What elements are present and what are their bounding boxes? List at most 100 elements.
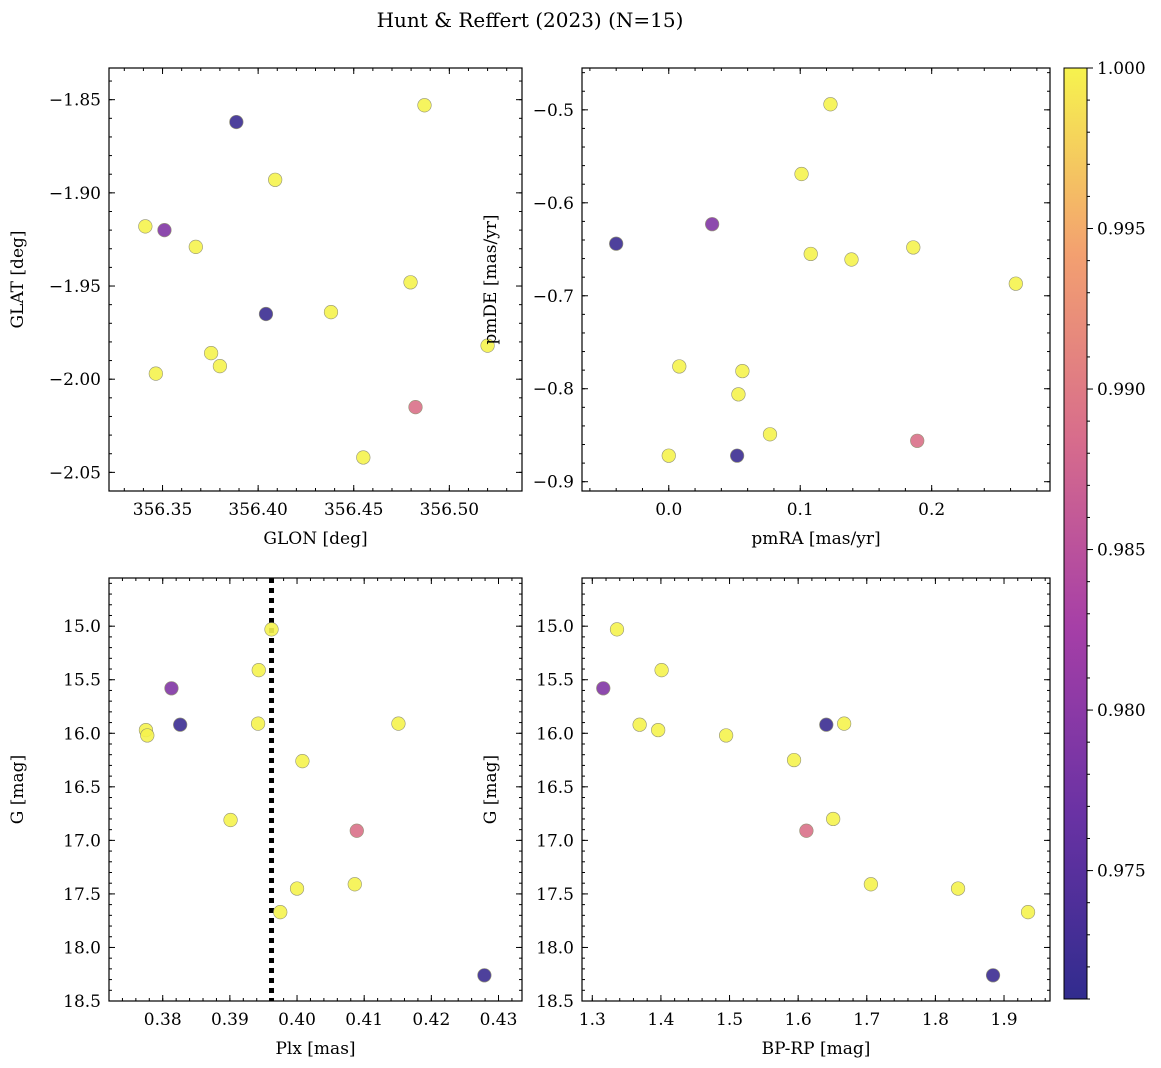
scatter-point [985, 968, 1001, 983]
scatter-point [173, 717, 188, 732]
x-tick-label: 0.2 [918, 500, 945, 520]
scatter-point [157, 223, 172, 238]
scatter-point [138, 219, 153, 234]
scatter-point [609, 236, 624, 251]
x-axis-label: Plx [mas] [275, 1039, 355, 1059]
y-tick-label: −1.85 [49, 91, 101, 111]
y-tick-label: 16.5 [63, 778, 101, 798]
plot-frame [581, 577, 1051, 1002]
scatter-point [731, 387, 746, 402]
y-tick-label: 18.5 [536, 992, 574, 1012]
y-tick-label: −1.95 [49, 277, 101, 297]
x-tick-label: 1.8 [922, 1010, 949, 1030]
x-tick-label: 1.3 [579, 1010, 606, 1030]
y-tick-label: 15.5 [63, 671, 101, 691]
scatter-point [273, 905, 288, 920]
scatter-point [786, 752, 802, 768]
x-tick-label: 1.9 [991, 1010, 1018, 1030]
scatter-point [295, 754, 310, 769]
y-tick-label: 15.0 [536, 617, 574, 637]
x-tick-label: 356.35 [133, 500, 192, 520]
x-axis-label: pmRA [mas/yr] [751, 529, 880, 549]
plot-frame [108, 67, 523, 492]
y-tick-label: −0.8 [533, 380, 574, 400]
colorbar-tick-label: 0.995 [1097, 220, 1146, 240]
scatter-point [188, 239, 203, 254]
y-tick-label: 17.5 [63, 885, 101, 905]
y-tick-label: 18.5 [63, 992, 101, 1012]
y-tick-label: −2.00 [49, 370, 101, 390]
scatter-point [268, 172, 283, 187]
x-axis-label: BP-RP [mag] [762, 1039, 871, 1059]
scatter-point [609, 622, 625, 637]
y-axis-label: G [mag] [481, 755, 501, 824]
scatter-point [803, 246, 818, 262]
scatter-point [1008, 276, 1023, 291]
colorbar-tick-label: 0.990 [1097, 380, 1146, 400]
scatter-point [349, 823, 364, 838]
scatter-point [651, 722, 666, 738]
scatter-point [863, 877, 878, 892]
scatter-point [140, 728, 155, 743]
panel-plx: 0.38 0.39 0.40 0.41 0.42 0.43 15.0 15.5 16.0 16.5… [8, 577, 523, 1059]
scatter-point [735, 363, 750, 379]
scatter-point [705, 217, 720, 232]
x-tick-label: 1.6 [785, 1010, 812, 1030]
scatter-point [1020, 905, 1036, 920]
colorbar-ticks: 0.975 0.980 0.985 0.990 0.995 1.000 [1087, 59, 1146, 1000]
y-tick-label: 17.0 [536, 831, 574, 851]
y-tick-label: 15.0 [63, 617, 101, 637]
y-axis-label: GLAT [deg] [8, 230, 28, 328]
plot-frame [108, 577, 523, 1002]
scatter-point [719, 728, 734, 743]
scatter-point [837, 716, 852, 731]
x-tick-label: 0.0 [655, 500, 682, 520]
scatter-point [819, 717, 834, 732]
scatter-point [258, 306, 274, 322]
panel-pm: 0.0 0.1 0.2 −0.9 −0.8 −0.7 −0.6 −0.5 pmRA [mas/y… [481, 67, 1051, 549]
scatter-point [408, 400, 423, 415]
x-tick-label: 1.5 [716, 1010, 743, 1030]
scatter-point [632, 717, 647, 732]
scatter-point [477, 968, 492, 983]
plot-frame [581, 67, 1051, 492]
panel-pos: 356.35 356.40 356.45 356.50 −2.05 −2.00 −1.95 −… [8, 67, 523, 549]
y-axis-label: G [mag] [8, 755, 28, 824]
panels: 356.35 356.40 356.45 356.50 −2.05 −2.00 −1.95 −… [8, 67, 1051, 1059]
x-tick-label: 0.1 [787, 500, 814, 520]
scatter-point [950, 881, 966, 896]
scatter-point [164, 681, 179, 696]
scatter-point [480, 338, 495, 353]
panel-cmd: 1.3 1.4 1.5 1.6 1.7 1.8 1.9 15.0 15.5 16.0 16.5 17.… [481, 577, 1051, 1059]
colorbar-tick-label: 0.985 [1097, 541, 1146, 561]
y-tick-label: 15.5 [536, 671, 574, 691]
scatter-point [654, 662, 669, 678]
x-tick-label: 0.38 [144, 1010, 182, 1030]
figure-title: Hunt & Reffert (2023) (N=15) [377, 8, 684, 32]
x-tick-label: 0.41 [345, 1010, 383, 1030]
colorbar-gradient [1063, 67, 1088, 1000]
scatter-point [794, 166, 809, 182]
x-tick-label: 1.4 [647, 1010, 674, 1030]
scatter-point [204, 346, 219, 361]
x-tick-label: 0.42 [412, 1010, 450, 1030]
scatter-point [212, 359, 227, 374]
x-axis-label: GLON [deg] [263, 529, 367, 549]
scatter-point [250, 716, 266, 731]
scatter-point [251, 662, 266, 678]
y-tick-label: −0.6 [533, 194, 574, 214]
x-tick-label: 0.40 [278, 1010, 316, 1030]
scatter-point [823, 97, 838, 112]
y-tick-label: 18.0 [536, 938, 574, 958]
x-tick-label: 0.39 [211, 1010, 249, 1030]
scatter-point [356, 450, 371, 465]
y-tick-label: 16.0 [63, 724, 101, 744]
y-axis-label: pmDE [mas/yr] [481, 214, 501, 344]
scatter-point [762, 427, 778, 442]
y-tick-label: −1.90 [49, 184, 101, 204]
scatter-point [844, 252, 859, 267]
scatter-point [596, 681, 611, 696]
scatter-point [391, 716, 406, 731]
scatter-point [672, 359, 687, 374]
